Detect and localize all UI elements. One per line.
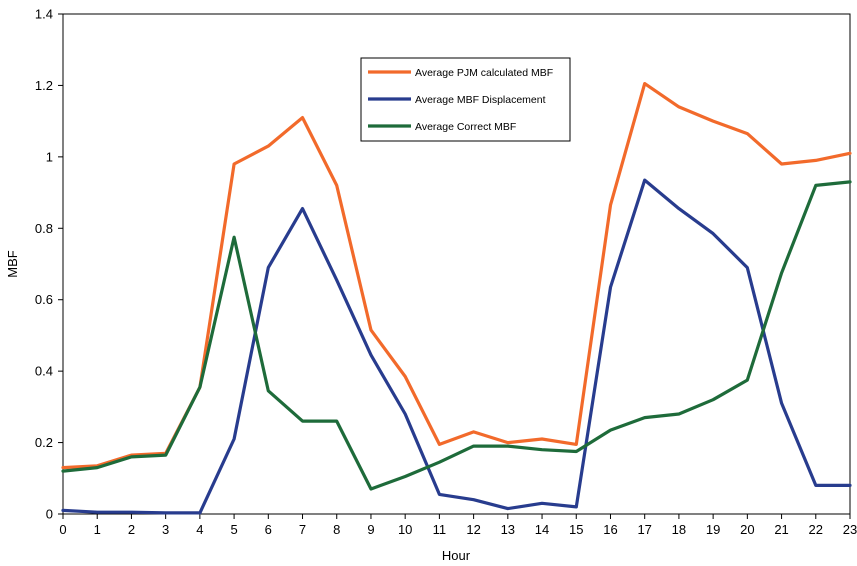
x-tick-label: 18 (672, 522, 686, 537)
x-tick-label: 13 (501, 522, 515, 537)
y-axis-title: MBF (5, 250, 20, 278)
x-tick-label: 5 (230, 522, 237, 537)
legend: Average PJM calculated MBF Average MBF Di… (360, 57, 571, 142)
x-tick-label: 3 (162, 522, 169, 537)
y-tick-label: 1.2 (35, 78, 53, 93)
x-tick-label: 12 (466, 522, 480, 537)
y-axis-ticks: 0 0.2 0.4 0.6 0.8 1 1.2 1.4 (35, 7, 63, 522)
x-tick-label: 10 (398, 522, 412, 537)
y-tick-label: 0.2 (35, 435, 53, 450)
legend-label-3: Average Correct MBF (415, 121, 516, 133)
y-tick-label: 1.4 (35, 7, 53, 22)
y-tick-label: 0.6 (35, 292, 53, 307)
x-tick-label: 11 (433, 522, 447, 537)
x-tick-label: 16 (603, 522, 617, 537)
series-line-2 (61, 178, 852, 515)
x-tick-label: 14 (535, 522, 549, 537)
x-tick-label: 2 (128, 522, 135, 537)
legend-label-1: Average PJM calculated MBF (415, 67, 553, 79)
y-tick-label: 0.8 (35, 221, 53, 236)
legend-items: Average PJM calculated MBF Average MBF Di… (368, 67, 553, 133)
legend-label-2: Average MBF Displacement (415, 94, 546, 106)
x-tick-label: 1 (94, 522, 101, 537)
x-axis-ticks: 0 1 2 3 4 5 6 7 8 9 10 11 12 13 14 15 16 17 18 19 20 21 22 23 (59, 514, 857, 537)
x-tick-label: 7 (299, 522, 306, 537)
y-tick-label: 1 (46, 149, 53, 164)
x-tick-label: 23 (843, 522, 857, 537)
x-tick-label: 6 (265, 522, 272, 537)
x-tick-label: 22 (809, 522, 823, 537)
x-axis-title: Hour (442, 548, 471, 563)
y-tick-label: 0 (46, 507, 53, 522)
x-tick-label: 19 (706, 522, 720, 537)
x-tick-label: 21 (774, 522, 788, 537)
series-line-3 (61, 180, 852, 491)
x-tick-label: 17 (637, 522, 651, 537)
y-tick-label: 0.4 (35, 364, 53, 379)
x-tick-label: 4 (196, 522, 203, 537)
x-tick-label: 0 (59, 522, 66, 537)
x-tick-label: 15 (569, 522, 583, 537)
x-tick-label: 8 (333, 522, 340, 537)
x-tick-label: 9 (367, 522, 374, 537)
series-lines (61, 81, 852, 515)
x-tick-label: 20 (740, 522, 754, 537)
